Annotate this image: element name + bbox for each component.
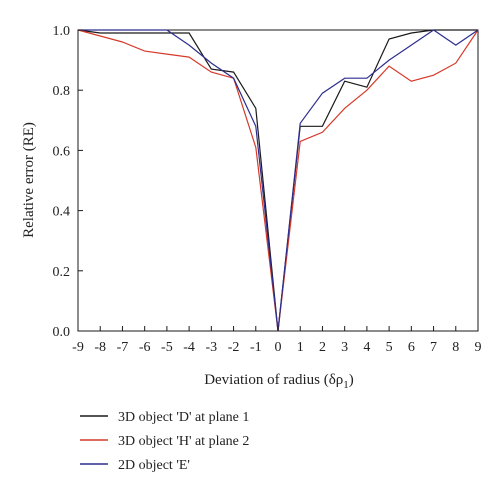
- x-axis-ticks: -9 -8 -7 -6 -5 -4 -3 -2 -1 0 1 2 3 4 5 6 7 8 9: [72, 326, 482, 355]
- legend-label-2: 3D object 'H' at plane 2: [118, 434, 249, 449]
- x-tick-label: -3: [205, 340, 217, 355]
- x-tick-label: 6: [408, 340, 415, 355]
- x-tick-label: -7: [117, 340, 129, 355]
- y-tick-label: 0.2: [53, 265, 71, 280]
- x-tick-label: -2: [228, 340, 240, 355]
- x-tick-label: -8: [94, 340, 106, 355]
- x-tick-label: 7: [430, 340, 437, 355]
- y-tick-label: 0.6: [53, 144, 71, 159]
- y-axis-ticks: 0.0 0.2 0.4 0.6 0.8 1.0: [53, 24, 83, 340]
- x-tick-label: 4: [363, 340, 370, 355]
- y-tick-label: 0.0: [53, 325, 71, 340]
- x-tick-label: -9: [72, 340, 84, 355]
- x-tick-label: -1: [250, 340, 262, 355]
- legend-label-3: 2D object 'E': [118, 458, 190, 473]
- x-tick-label: -5: [161, 340, 173, 355]
- x-tick-label: 3: [341, 340, 348, 355]
- y-tick-label: 0.4: [53, 205, 71, 220]
- series-layer: [77, 29, 479, 332]
- plot-frame: [77, 29, 479, 332]
- series-line-2: [77, 29, 479, 332]
- y-tick-label: 0.8: [53, 84, 71, 99]
- legend-label-1: 3D object 'D' at plane 1: [118, 410, 249, 425]
- y-axis-title: Relative error (RE): [21, 122, 37, 238]
- x-axis-title: Deviation of radius (δρ1): [204, 372, 354, 391]
- plot-area: [77, 29, 479, 332]
- legend: 3D object 'D' at plane 1 3D object 'H' at…: [80, 410, 249, 473]
- series-line-1: [77, 29, 478, 332]
- x-tick-label: 9: [475, 340, 482, 355]
- x-tick-label: 8: [452, 340, 459, 355]
- y-tick-label: 1.0: [53, 24, 71, 39]
- x-tick-label: -4: [183, 340, 195, 355]
- series-line-3: [78, 29, 479, 332]
- x-tick-label: 2: [319, 340, 326, 355]
- x-tick-label: 1: [297, 340, 304, 355]
- x-tick-label: -6: [139, 340, 151, 355]
- x-tick-label: 0: [275, 340, 282, 355]
- x-tick-label: 5: [386, 340, 393, 355]
